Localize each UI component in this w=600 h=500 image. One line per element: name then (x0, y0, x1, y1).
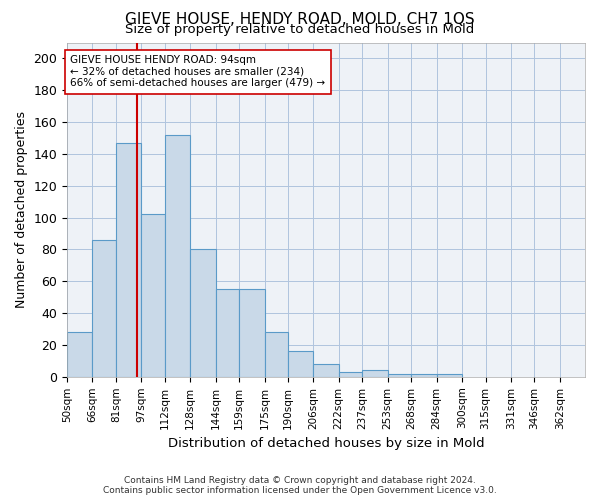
Bar (67, 332, 92, 377)
Text: GIEVE HOUSE, HENDY ROAD, MOLD, CH7 1QS: GIEVE HOUSE, HENDY ROAD, MOLD, CH7 1QS (125, 12, 475, 28)
Bar (412, 374, 437, 377)
Text: Contains HM Land Registry data © Crown copyright and database right 2024.
Contai: Contains HM Land Registry data © Crown c… (103, 476, 497, 495)
Bar (388, 374, 412, 377)
Bar (165, 135, 190, 377)
Bar (313, 364, 339, 377)
Bar (92, 240, 116, 377)
Bar (288, 352, 313, 377)
Bar (339, 372, 362, 377)
Bar (265, 332, 288, 377)
Bar (239, 290, 265, 377)
Bar (362, 370, 388, 377)
Bar (437, 374, 462, 377)
Text: GIEVE HOUSE HENDY ROAD: 94sqm
← 32% of detached houses are smaller (234)
66% of : GIEVE HOUSE HENDY ROAD: 94sqm ← 32% of d… (70, 55, 325, 88)
Bar (116, 143, 142, 377)
Bar (190, 250, 215, 377)
Bar (215, 290, 239, 377)
Bar (142, 214, 165, 377)
Text: Size of property relative to detached houses in Mold: Size of property relative to detached ho… (125, 24, 475, 36)
X-axis label: Distribution of detached houses by size in Mold: Distribution of detached houses by size … (168, 437, 484, 450)
Y-axis label: Number of detached properties: Number of detached properties (15, 111, 28, 308)
